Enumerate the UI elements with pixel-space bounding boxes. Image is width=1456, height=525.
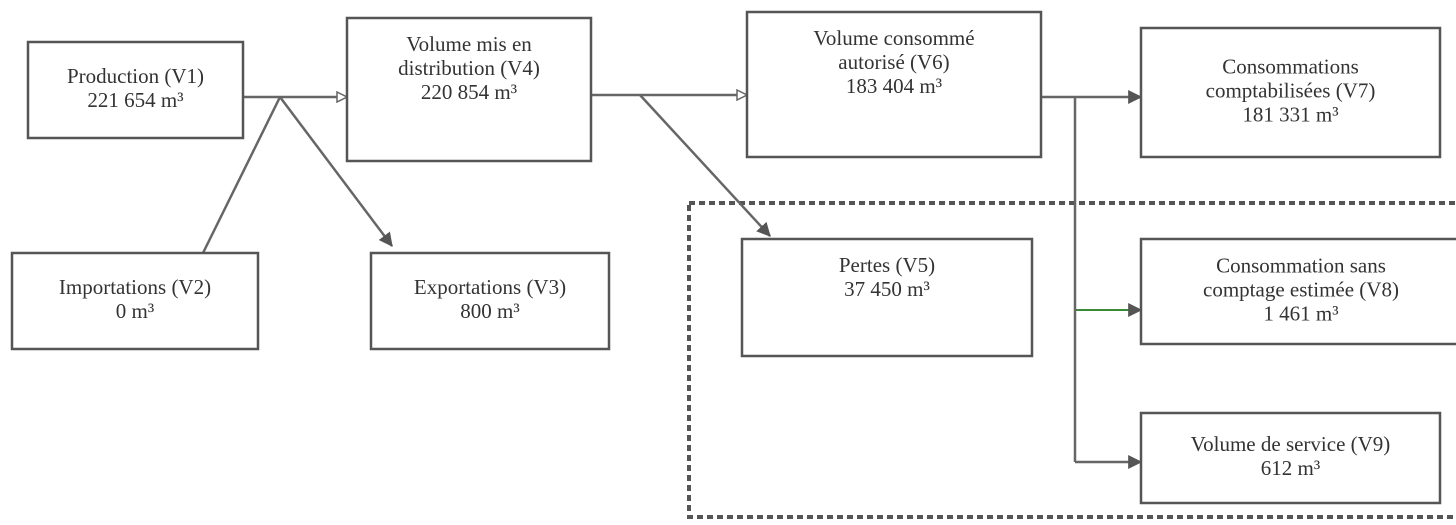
connector <box>279 96 393 247</box>
node-box <box>740 237 1034 358</box>
node-label: Exportations (V3) <box>414 275 566 299</box>
connectors <box>201 94 1143 469</box>
nodes: Production (V1)221 654 m³ Importations (V… <box>10 10 1456 505</box>
node-value: 37 450 m³ <box>844 277 930 301</box>
node-box <box>1139 26 1442 159</box>
node: Pertes (V5)37 450 m³ <box>740 237 1034 358</box>
node: Exportations (V3)800 m³ <box>369 251 611 351</box>
connector <box>201 96 282 254</box>
node-box <box>345 16 593 163</box>
node-box <box>26 40 245 140</box>
connector <box>639 94 771 237</box>
node-box <box>10 251 260 351</box>
node-label: comptage estimée (V8) <box>1203 277 1399 301</box>
node-label: Importations (V2) <box>59 275 211 299</box>
node-value: 1 461 m³ <box>1263 301 1338 325</box>
node-label: Consommations <box>1222 54 1359 78</box>
node-label: comptabilisées (V7) <box>1206 78 1376 102</box>
node-value: 0 m³ <box>116 299 154 323</box>
node-label: autorisé (V6) <box>838 50 949 74</box>
node-label: Volume de service (V9) <box>1191 432 1391 456</box>
node-label: distribution (V4) <box>398 56 540 80</box>
node-value: 612 m³ <box>1261 456 1320 480</box>
node-box <box>745 10 1043 159</box>
node-value: 220 854 m³ <box>421 80 517 104</box>
node-box <box>1139 237 1456 346</box>
node-value: 221 654 m³ <box>87 88 183 112</box>
node-value: 181 331 m³ <box>1242 102 1338 126</box>
node: Production (V1)221 654 m³ <box>26 40 245 140</box>
node-label: Volume consommé <box>813 26 974 50</box>
node-label: Pertes (V5) <box>839 253 935 277</box>
node: Volume de service (V9)612 m³ <box>1139 411 1442 505</box>
node-box <box>369 251 611 351</box>
node-value: 183 404 m³ <box>846 74 942 98</box>
node-value: 800 m³ <box>460 299 519 323</box>
node-label: Production (V1) <box>67 64 204 88</box>
node-label: Volume mis en <box>406 32 532 56</box>
node: Importations (V2)0 m³ <box>10 251 260 351</box>
node-box <box>1139 411 1442 505</box>
node-label: Consommation sans <box>1216 253 1386 277</box>
